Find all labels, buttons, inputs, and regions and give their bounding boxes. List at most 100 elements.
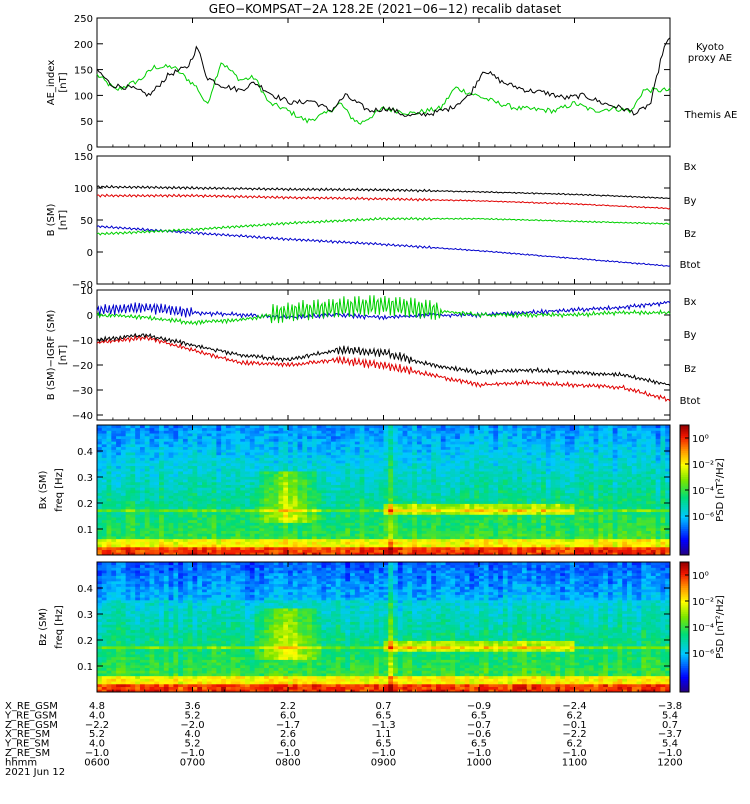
spectrogram-cell bbox=[412, 547, 417, 550]
spectrogram-cell bbox=[173, 468, 178, 471]
spectrogram-cell bbox=[140, 460, 145, 463]
spectrogram-cell bbox=[331, 482, 336, 485]
spectrogram-cell bbox=[398, 541, 403, 544]
spectrogram-cell bbox=[212, 498, 217, 501]
spectrogram-cell bbox=[312, 506, 317, 509]
spectrogram-cell bbox=[130, 482, 135, 485]
spectrogram-cell bbox=[159, 523, 164, 526]
spectrogram-cell bbox=[150, 544, 155, 547]
spectrogram-cell bbox=[331, 525, 336, 528]
spectrogram-cell bbox=[226, 479, 231, 482]
spectrogram-cell bbox=[202, 533, 207, 536]
spectrogram-cell bbox=[508, 441, 513, 444]
spectrogram-cell bbox=[450, 430, 455, 433]
spectrogram-cell bbox=[450, 460, 455, 463]
spectrogram-cell bbox=[140, 471, 145, 474]
spectrogram-cell bbox=[546, 514, 551, 517]
spectrogram-cell bbox=[278, 455, 283, 458]
spectrogram-cell bbox=[193, 452, 198, 455]
spectrogram-cell bbox=[341, 430, 346, 433]
spectrogram-cell bbox=[302, 476, 307, 479]
spectrogram-cell bbox=[369, 439, 374, 442]
spectrogram-cell bbox=[360, 460, 365, 463]
spectrogram-cell bbox=[212, 455, 217, 458]
spectrogram-cell bbox=[345, 541, 350, 544]
spectrogram-cell bbox=[302, 509, 307, 512]
spectrogram-cell bbox=[326, 544, 331, 547]
spectrogram-cell bbox=[207, 509, 212, 512]
spectrogram-cell bbox=[493, 536, 498, 539]
spectrogram-cell bbox=[489, 541, 494, 544]
spectrogram-cell bbox=[264, 512, 269, 515]
spectrogram-cell bbox=[522, 498, 527, 501]
spectrogram-cell bbox=[455, 528, 460, 531]
spectrogram-cell bbox=[173, 531, 178, 534]
spectrogram-cell bbox=[212, 487, 217, 490]
spectrogram-cell bbox=[226, 444, 231, 447]
spectrogram-cell bbox=[465, 460, 470, 463]
spectrogram-cell bbox=[512, 514, 517, 517]
spectrogram-cell bbox=[355, 536, 360, 539]
spectrogram-cell bbox=[150, 493, 155, 496]
spectrogram-cell bbox=[154, 482, 159, 485]
spectrogram-cell bbox=[498, 536, 503, 539]
spectrogram-cell bbox=[364, 544, 369, 547]
spectrogram-cell bbox=[455, 476, 460, 479]
spectrogram-cell bbox=[97, 506, 102, 509]
spectrogram-cell bbox=[317, 533, 322, 536]
spectrogram-cell bbox=[283, 541, 288, 544]
spectrogram-cell bbox=[116, 428, 121, 431]
spectrogram-cell bbox=[145, 458, 150, 461]
spectrogram-cell bbox=[159, 436, 164, 439]
spectrogram-cell bbox=[202, 490, 207, 493]
spectrogram-cell bbox=[102, 458, 107, 461]
spectrogram-cell bbox=[350, 528, 355, 531]
spectrogram-cell bbox=[555, 439, 560, 442]
spectrogram-cell bbox=[336, 536, 341, 539]
spectrogram-cell bbox=[130, 452, 135, 455]
spectrogram-cell bbox=[269, 490, 274, 493]
spectrogram-cell bbox=[245, 523, 250, 526]
spectrogram-cell bbox=[560, 436, 565, 439]
spectrogram-cell bbox=[364, 528, 369, 531]
spectrogram-cell bbox=[216, 506, 221, 509]
spectrogram-cell bbox=[97, 512, 102, 515]
spectrogram-cell bbox=[312, 531, 317, 534]
spectrogram-cell bbox=[455, 504, 460, 507]
spectrogram-cell bbox=[298, 544, 303, 547]
spectrogram-cell bbox=[259, 449, 264, 452]
spectrogram-cell bbox=[345, 495, 350, 498]
spectrogram-cell bbox=[350, 525, 355, 528]
spectrogram-cell bbox=[541, 436, 546, 439]
spectrogram-cell bbox=[231, 447, 236, 450]
spectrogram-cell bbox=[465, 485, 470, 488]
spectrogram-cell bbox=[364, 539, 369, 542]
spectrogram-cell bbox=[350, 544, 355, 547]
spectrogram-cell bbox=[360, 533, 365, 536]
spectrogram-cell bbox=[355, 498, 360, 501]
spectrogram-cell bbox=[212, 449, 217, 452]
spectrogram-cell bbox=[479, 506, 484, 509]
spectrogram-cell bbox=[321, 460, 326, 463]
spectrogram-cell bbox=[336, 441, 341, 444]
spectrogram-cell bbox=[226, 498, 231, 501]
spectrogram-cell bbox=[374, 544, 379, 547]
spectrogram-cell bbox=[121, 493, 126, 496]
spectrogram-cell bbox=[388, 501, 393, 504]
spectrogram-cell bbox=[207, 439, 212, 442]
spectrogram-cell bbox=[183, 550, 188, 553]
spectrogram-cell bbox=[288, 512, 293, 515]
spectrogram-cell bbox=[541, 466, 546, 469]
spectrogram-cell bbox=[188, 439, 193, 442]
spectrogram-cell bbox=[178, 525, 183, 528]
spectrogram-cell bbox=[107, 490, 112, 493]
spectrogram-cell bbox=[503, 468, 508, 471]
spectrogram-cell bbox=[512, 479, 517, 482]
spectrogram-cell bbox=[479, 541, 484, 544]
spectrogram-cell bbox=[350, 436, 355, 439]
spectrogram-cell bbox=[216, 523, 221, 526]
spectrogram-cell bbox=[102, 541, 107, 544]
spectrogram-cell bbox=[407, 550, 412, 553]
spectrogram-cell bbox=[173, 428, 178, 431]
spectrogram-cell bbox=[426, 479, 431, 482]
